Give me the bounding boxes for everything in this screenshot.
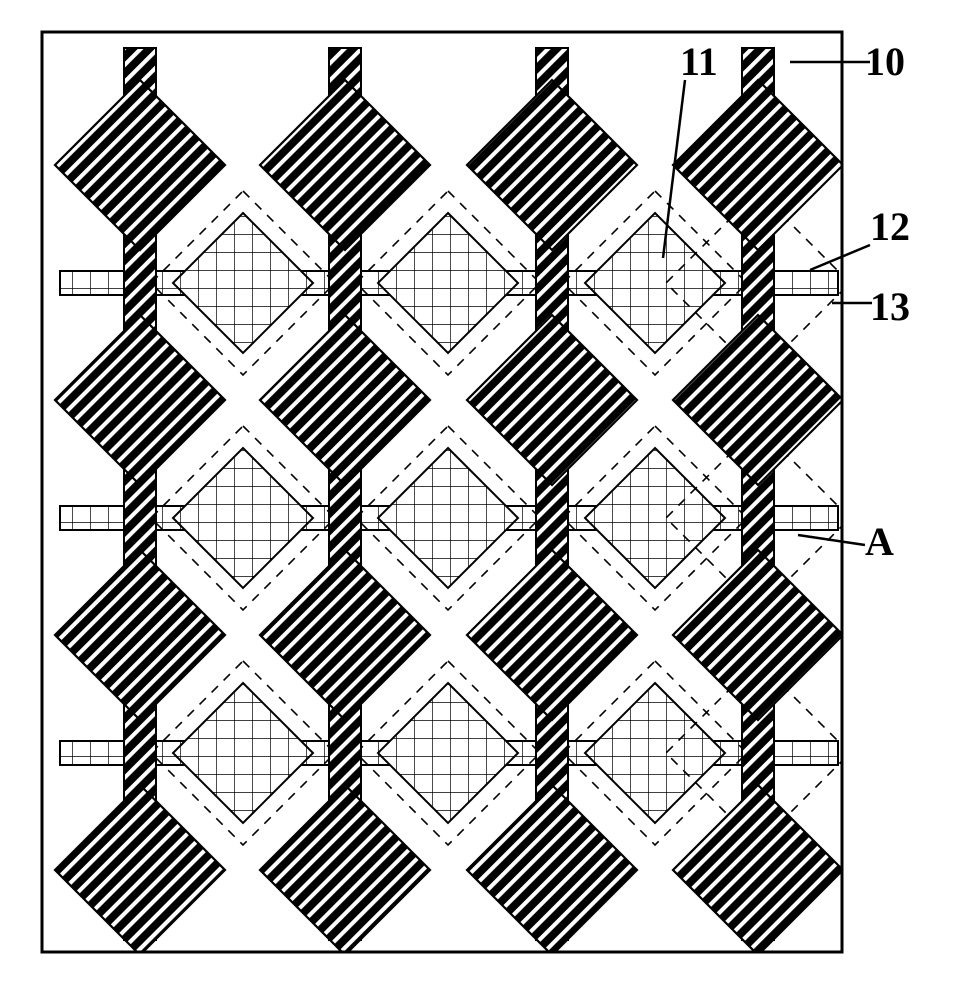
label-13: 13 (870, 284, 910, 329)
label-10: 10 (865, 39, 905, 84)
diagram-svg: 10 11 12 13 A (0, 0, 965, 1000)
label-11: 11 (680, 39, 718, 84)
label-12: 12 (870, 204, 910, 249)
label-A: A (865, 519, 894, 564)
